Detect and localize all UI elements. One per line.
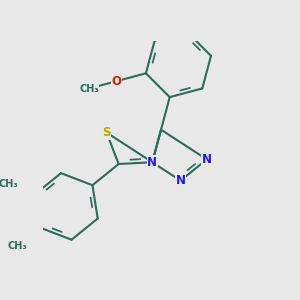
Text: CH₃: CH₃ — [0, 179, 18, 189]
Text: N: N — [176, 174, 186, 187]
Text: S: S — [102, 126, 111, 139]
Text: CH₃: CH₃ — [79, 84, 99, 94]
Text: CH₃: CH₃ — [8, 241, 28, 251]
Text: N: N — [147, 156, 157, 169]
Text: N: N — [202, 153, 212, 166]
Text: O: O — [112, 75, 122, 88]
Text: N: N — [147, 156, 157, 169]
